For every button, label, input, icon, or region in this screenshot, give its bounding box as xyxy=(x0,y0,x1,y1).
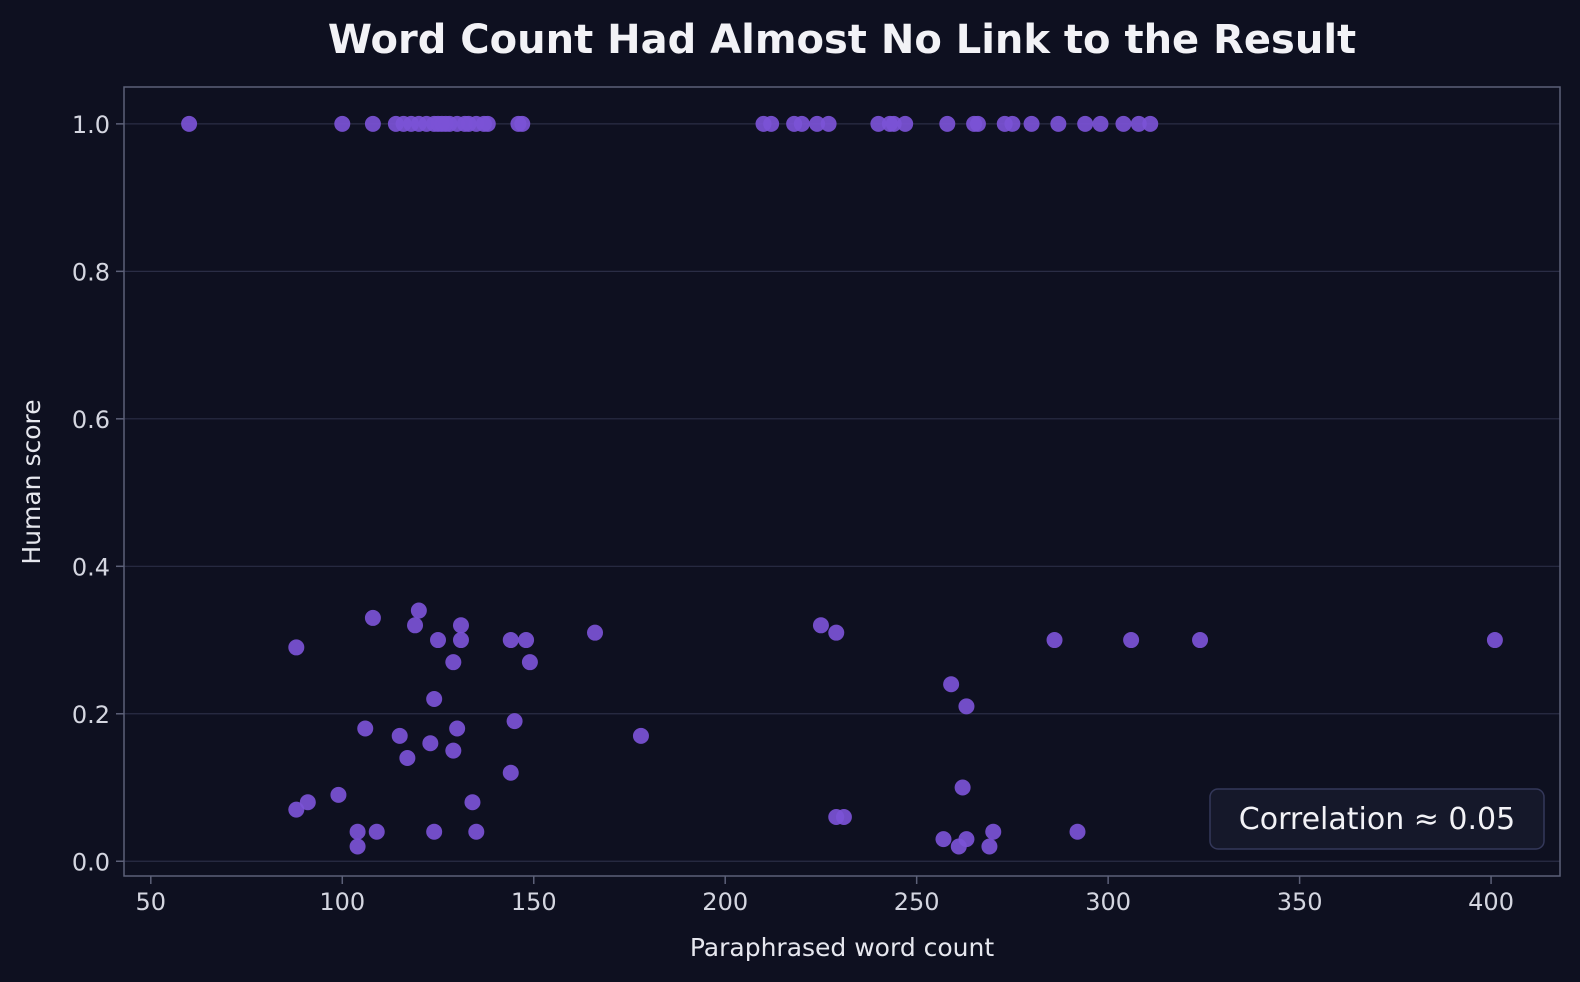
y-tick-label: 1.0 xyxy=(72,111,110,139)
data-point xyxy=(870,115,887,132)
x-tick-label: 50 xyxy=(136,888,167,916)
x-tick-label: 300 xyxy=(1085,888,1131,916)
data-point xyxy=(1050,115,1067,132)
data-point xyxy=(479,115,496,132)
data-point xyxy=(1115,115,1132,132)
data-point xyxy=(445,742,462,759)
data-point xyxy=(954,779,971,796)
data-point xyxy=(410,602,427,619)
data-point xyxy=(809,115,826,132)
y-tick-label: 0.4 xyxy=(72,553,110,581)
y-tick-label: 0.2 xyxy=(72,701,110,729)
data-point xyxy=(181,115,198,132)
data-point xyxy=(407,617,424,634)
data-point xyxy=(357,720,374,737)
data-point xyxy=(1130,115,1147,132)
data-point xyxy=(349,823,366,840)
data-point xyxy=(969,115,986,132)
data-point xyxy=(1023,115,1040,132)
data-point xyxy=(349,838,366,855)
y-tick-label: 0.8 xyxy=(72,258,110,286)
data-point xyxy=(430,632,447,649)
x-tick-label: 250 xyxy=(894,888,940,916)
data-point xyxy=(452,632,469,649)
x-tick-label: 400 xyxy=(1468,888,1514,916)
data-point xyxy=(935,831,952,848)
data-point xyxy=(632,727,649,744)
data-point xyxy=(368,823,385,840)
y-axis-ticks: 0.0 0.2 0.4 0.6 0.8 1.0 xyxy=(72,111,124,876)
data-point xyxy=(820,115,837,132)
data-point xyxy=(958,831,975,848)
data-point xyxy=(958,698,975,715)
data-point xyxy=(939,115,956,132)
data-point xyxy=(426,823,443,840)
data-point xyxy=(502,632,519,649)
data-point xyxy=(391,727,408,744)
data-point xyxy=(330,786,347,803)
data-point xyxy=(399,750,416,767)
data-point xyxy=(943,676,960,693)
data-point xyxy=(985,823,1002,840)
data-point xyxy=(468,823,485,840)
data-point xyxy=(299,794,316,811)
data-point xyxy=(288,801,305,818)
chart-title: Word Count Had Almost No Link to the Res… xyxy=(328,17,1356,63)
data-point xyxy=(518,632,535,649)
data-point xyxy=(812,617,829,634)
x-tick-label: 350 xyxy=(1277,888,1323,916)
data-point xyxy=(885,115,902,132)
plot-area-frame xyxy=(123,86,1561,877)
x-tick-label: 200 xyxy=(702,888,748,916)
data-point xyxy=(763,115,780,132)
data-point xyxy=(1092,115,1109,132)
data-point xyxy=(502,764,519,781)
data-point xyxy=(1192,632,1209,649)
data-point xyxy=(364,609,381,626)
data-point xyxy=(981,838,998,855)
data-point xyxy=(464,794,481,811)
data-point xyxy=(1077,115,1094,132)
data-point xyxy=(452,617,469,634)
data-point xyxy=(587,624,604,641)
data-point xyxy=(897,115,914,132)
data-points xyxy=(181,115,1503,855)
data-point xyxy=(1069,823,1086,840)
data-point xyxy=(364,115,381,132)
y-tick-label: 0.6 xyxy=(72,406,110,434)
data-point xyxy=(1142,115,1159,132)
data-point xyxy=(828,624,845,641)
correlation-annotation: Correlation ≈ 0.05 xyxy=(1209,788,1545,850)
grid-lines xyxy=(124,123,1560,862)
x-axis-label: Paraphrased word count xyxy=(690,933,995,962)
data-point xyxy=(1004,115,1021,132)
data-point xyxy=(506,713,523,730)
data-point xyxy=(1123,632,1140,649)
data-point xyxy=(426,691,443,708)
data-point xyxy=(445,654,462,671)
data-point xyxy=(334,115,351,132)
data-point xyxy=(793,115,810,132)
y-axis-label: Human score xyxy=(17,399,46,564)
data-point xyxy=(835,809,852,826)
x-tick-label: 100 xyxy=(319,888,365,916)
x-axis-ticks: 50 100 150 200 250 300 350 400 xyxy=(136,876,1514,916)
data-point xyxy=(1486,632,1503,649)
data-point xyxy=(1046,632,1063,649)
x-tick-label: 150 xyxy=(511,888,557,916)
annotation-text: Correlation ≈ 0.05 xyxy=(1239,802,1515,837)
data-point xyxy=(521,654,538,671)
data-point xyxy=(422,735,439,752)
y-tick-label: 0.0 xyxy=(72,848,110,876)
data-point xyxy=(288,639,305,656)
annotation-box xyxy=(1209,788,1545,850)
data-point xyxy=(449,720,466,737)
data-point xyxy=(514,115,531,132)
